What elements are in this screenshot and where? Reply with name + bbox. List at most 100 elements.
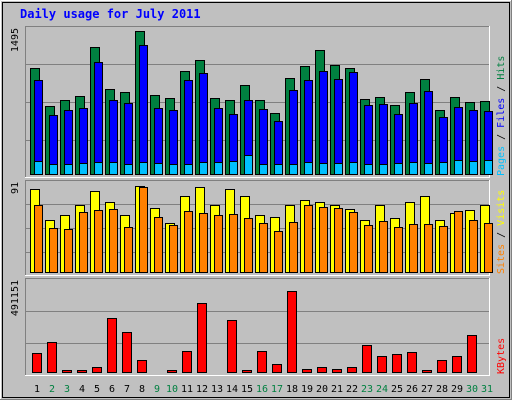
pages-bar [169,164,178,175]
x-tick-label: 21 [331,384,343,395]
x-tick-label: 18 [286,384,298,395]
pages-bar [109,162,118,175]
x-tick-label: 3 [64,384,70,395]
legend-visits: Visits [496,190,507,226]
kbytes-bar [122,332,132,373]
files-bar [349,72,358,175]
visits-sites-legend: Sites / Visits [496,190,507,274]
chart-title: Daily usage for July 2011 [20,7,201,21]
x-tick-label: 25 [391,384,403,395]
hits-files-pages-y-max-label: 1495 [10,28,21,52]
pages-bar [334,163,343,175]
pages-bar [64,164,73,175]
visits-sites-panel: 91 Sites / Visits [10,180,507,276]
x-tick-label: 31 [481,384,493,395]
pages-bar [364,164,373,175]
sites-bar [169,225,178,273]
kbytes-bar [197,303,207,373]
files-bar [334,79,343,175]
kbytes-bar [422,370,432,373]
pages-bar [349,162,358,175]
sites-bar [34,205,43,273]
sites-bar [109,209,118,273]
sites-bar [49,228,58,273]
pages-bar [454,160,463,175]
pages-bar [304,162,313,175]
pages-bar [154,163,163,175]
sites-bar [349,212,358,273]
x-tick-label: 14 [226,384,238,395]
sites-bar [424,224,433,273]
pages-bar [229,161,238,175]
sites-bar [364,225,373,273]
x-tick-label: 4 [79,384,85,395]
x-tick-label: 17 [271,384,283,395]
sites-bar [484,223,493,273]
pages-bar [289,164,298,175]
pages-bar [199,162,208,175]
sites-bar [79,212,88,273]
legend-files: Files [496,98,507,128]
sites-bar [64,229,73,273]
kbytes-bar [317,367,327,373]
sites-bar [154,217,163,273]
pages-bar [184,164,193,175]
pages-bar [439,162,448,175]
files-bar [289,90,298,175]
chart-panels: 1495 Pages / Files / Hits 91 Sites / Visits… [10,26,507,376]
x-tick-label: 10 [166,384,178,395]
hits-files-pages-panel: 1495 Pages / Files / Hits [10,26,507,178]
x-tick-label: 22 [346,384,358,395]
kbytes-bar [137,360,147,373]
kbytes-bar [377,356,387,373]
kbytes-bar [47,342,57,373]
legend-kbytes: KBytes [496,338,507,374]
files-bar [34,80,43,175]
files-bar [424,91,433,175]
kbytes-bar [347,367,357,373]
kbytes-bar [362,345,372,373]
pages-bar [214,162,223,175]
x-tick-label: 30 [466,384,478,395]
legend-hits: Hits [496,56,507,80]
x-tick-label: 24 [376,384,388,395]
x-tick-label: 11 [181,384,193,395]
sites-bar [334,208,343,273]
kbytes-bar [332,369,342,373]
sites-bar [139,187,148,273]
sites-bar [409,224,418,273]
x-tick-label: 27 [421,384,433,395]
x-tick-label: 2 [49,384,55,395]
sites-bar [244,218,253,273]
kbytes-bar [467,335,477,373]
pages-bar [424,163,433,175]
kbytes-y-max-label: 491151 [10,280,21,316]
x-tick-label: 23 [361,384,373,395]
legend-pages: Pages [496,146,507,176]
legend-separator: / [496,80,507,98]
kbytes-bar [302,369,312,373]
sites-bar [124,227,133,273]
files-bar [199,73,208,175]
sites-bar [394,227,403,273]
pages-bar [244,155,253,175]
legend-sites: Sites [496,244,507,274]
x-tick-label: 28 [436,384,448,395]
sites-bar [439,226,448,273]
files-bar [139,45,148,175]
sites-bar [319,207,328,273]
x-tick-label: 9 [154,384,160,395]
pages-bar [34,161,43,175]
pages-bar [274,164,283,175]
sites-bar [184,211,193,273]
x-tick-label: 29 [451,384,463,395]
x-tick-label: 26 [406,384,418,395]
files-bar [304,80,313,175]
sites-bar [259,223,268,273]
pages-bar [139,162,148,175]
pages-bar [469,161,478,175]
sites-bar [274,231,283,273]
